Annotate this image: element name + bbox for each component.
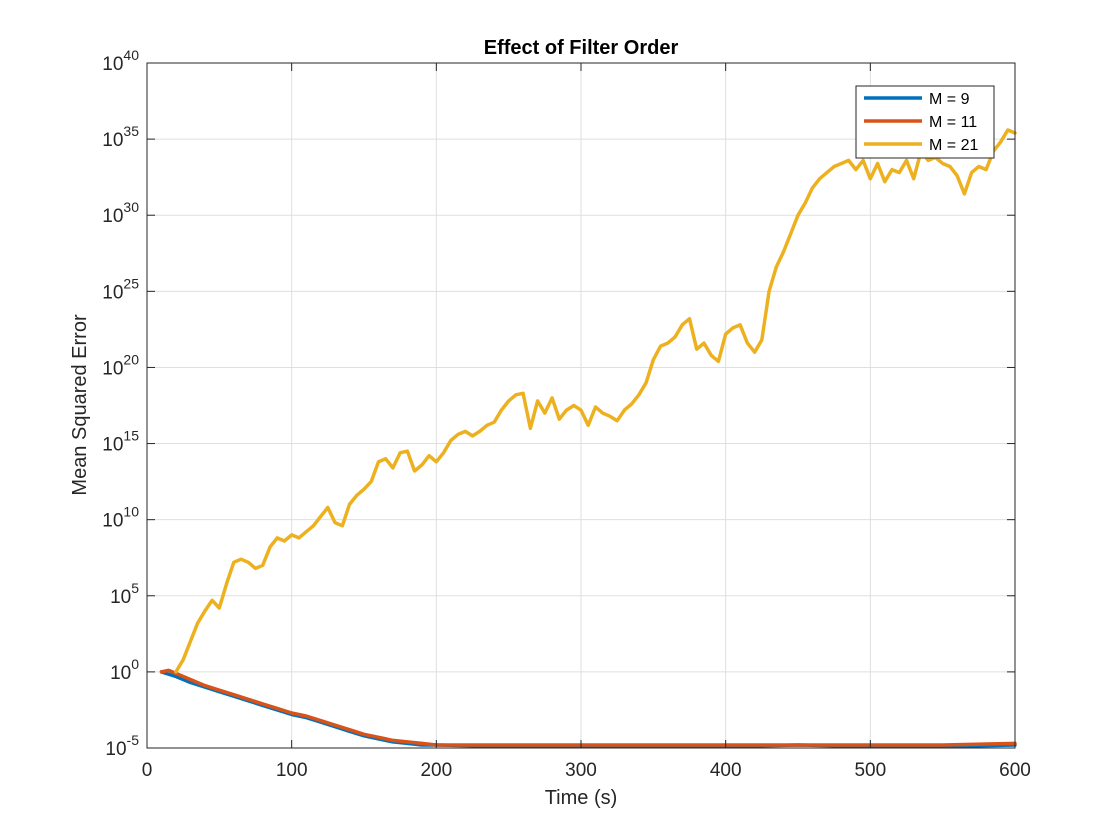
x-tick-label: 300 bbox=[565, 760, 597, 781]
legend: M = 9 M = 11 M = 21 bbox=[855, 85, 995, 159]
x-tick-label: 400 bbox=[710, 760, 742, 781]
x-tick-label: 200 bbox=[420, 760, 452, 781]
x-tick-label: 100 bbox=[276, 760, 308, 781]
y-tick-label: 1025 bbox=[102, 275, 139, 303]
x-tick-label: 500 bbox=[854, 760, 886, 781]
series-line-3 bbox=[174, 128, 1017, 674]
y-tick-label: 105 bbox=[110, 580, 139, 608]
y-tick-label: 1010 bbox=[102, 504, 139, 532]
legend-label-m21: M = 21 bbox=[929, 137, 978, 154]
x-tick-labels: 0 100 200 300 400 500 600 bbox=[142, 760, 1031, 781]
series-line-2 bbox=[159, 668, 1017, 747]
legend-label-m9: M = 9 bbox=[929, 91, 970, 108]
chart-title: Effect of Filter Order bbox=[484, 37, 679, 59]
tick-marks bbox=[146, 62, 1016, 749]
y-tick-label: 1015 bbox=[102, 428, 139, 456]
y-tick-labels: 10-5 100 105 1010 1015 1020 1025 1030 1035 1040 bbox=[102, 47, 139, 760]
x-axis-label: Time (s) bbox=[545, 787, 618, 809]
y-tick-label: 100 bbox=[110, 656, 139, 684]
y-tick-label: 10-5 bbox=[105, 732, 139, 760]
y-tick-label: 1040 bbox=[102, 47, 139, 75]
y-axis-label: Mean Squared Error bbox=[69, 314, 91, 496]
series-layer bbox=[159, 128, 1017, 749]
y-tick-label: 1030 bbox=[102, 199, 139, 227]
y-tick-label: 1035 bbox=[102, 123, 139, 151]
legend-label-m11: M = 11 bbox=[929, 114, 977, 131]
x-tick-label: 600 bbox=[999, 760, 1031, 781]
y-tick-label: 1020 bbox=[102, 351, 139, 379]
x-tick-label: 0 bbox=[142, 760, 153, 781]
